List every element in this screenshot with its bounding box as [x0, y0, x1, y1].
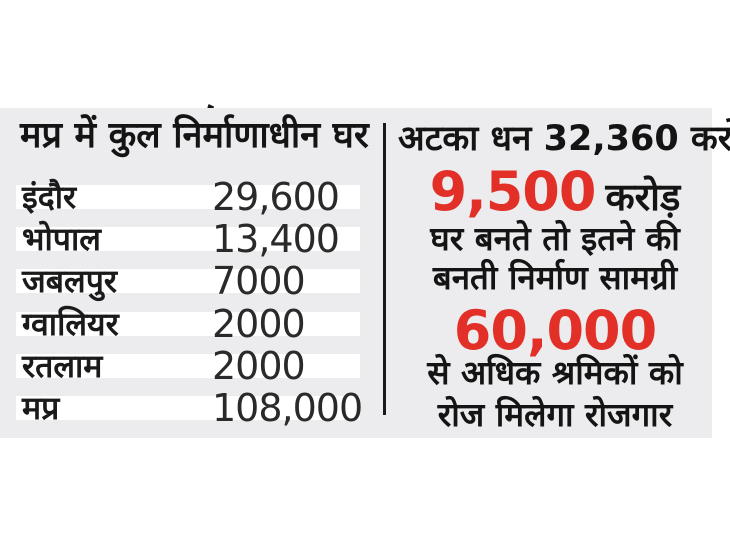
amount-60000: 60,000 — [453, 299, 657, 362]
city-value: 7000 — [212, 259, 306, 303]
right-text-line-1: घर बनते तो इतने की — [430, 219, 680, 258]
city-value: 29,600 — [212, 175, 340, 219]
table-row-mp-total: मप्र 108,000 — [16, 389, 363, 427]
left-section-title: मप्र में कुल निर्माणाधीन घर — [20, 115, 369, 156]
section-divider — [383, 123, 386, 415]
table-row-ratlam: रतलाम 2000 — [16, 347, 360, 385]
right-text-line-2: बनती निर्माण सामग्री — [432, 258, 678, 297]
city-value: 2000 — [212, 344, 306, 388]
city-label: मप्र — [22, 389, 60, 427]
city-label: भोपाल — [22, 220, 101, 258]
right-section-title: अटका धन 32,360 करोड़ — [398, 119, 730, 159]
table-row-gwalior: ग्वालियर 2000 — [16, 305, 360, 343]
table-row-jabalpur: जबलपुर 7000 — [16, 262, 360, 300]
stuck-material-amount-line: 9,500 करोड़ — [398, 165, 712, 219]
right-text-line-3: से अधिक श्रमिकों को — [427, 353, 683, 392]
table-row-indore: इंदौर 29,600 — [16, 178, 360, 216]
city-value: 2000 — [212, 302, 306, 346]
city-label: इंदौर — [22, 178, 77, 216]
city-value: 108,000 — [212, 386, 363, 430]
city-label: जबलपुर — [22, 262, 117, 300]
amount-unit-crore: करोड़ — [605, 175, 681, 219]
city-value: 13,400 — [212, 217, 340, 261]
right-text-line-4: रोज मिलेगा रोजगार — [437, 395, 673, 434]
infographic-panel: मप्र में कुल निर्माणाधीन घर इंदौर 29,600… — [0, 108, 730, 438]
table-row-bhopal: भोपाल 13,400 — [16, 220, 360, 258]
amount-9500: 9,500 — [429, 160, 597, 223]
city-label: रतलाम — [22, 347, 103, 385]
right-section: अटका धन 32,360 करोड़ 9,500 करोड़ घर बनते … — [398, 108, 730, 438]
city-label: ग्वालियर — [22, 305, 119, 343]
